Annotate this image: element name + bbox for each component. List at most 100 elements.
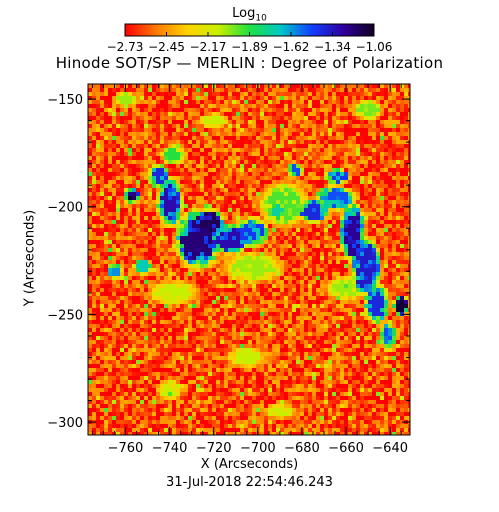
heatmap-cell xyxy=(376,236,380,240)
heatmap-cell xyxy=(388,260,392,264)
heatmap-cell xyxy=(280,276,284,280)
heatmap-cell xyxy=(228,260,232,264)
heatmap-cell xyxy=(344,204,348,208)
heatmap-cell xyxy=(116,228,120,232)
heatmap-cell xyxy=(120,140,124,144)
heatmap-cell xyxy=(300,140,304,144)
heatmap-cell xyxy=(364,228,368,232)
heatmap-cell xyxy=(160,296,164,300)
heatmap-cell xyxy=(228,248,232,252)
heatmap-cell xyxy=(152,92,156,96)
heatmap-cell xyxy=(312,272,316,276)
heatmap-cell xyxy=(300,288,304,292)
heatmap-cell xyxy=(348,192,352,196)
heatmap-cell xyxy=(308,260,312,264)
heatmap-cell xyxy=(280,292,284,296)
heatmap-cell xyxy=(376,188,380,192)
heatmap-cell xyxy=(376,92,380,96)
heatmap-cell xyxy=(316,312,320,316)
heatmap-cell xyxy=(360,188,364,192)
heatmap-cell xyxy=(184,212,188,216)
heatmap-cell xyxy=(180,172,184,176)
heatmap-cell xyxy=(408,92,410,96)
heatmap-cell xyxy=(352,256,356,260)
heatmap-cell xyxy=(100,248,104,252)
heatmap-cell xyxy=(256,224,260,228)
heatmap-cell xyxy=(184,176,188,180)
heatmap-cell xyxy=(280,164,284,168)
heatmap-cell xyxy=(352,156,356,160)
heatmap-cell xyxy=(216,100,220,104)
heatmap-cell xyxy=(324,284,328,288)
heatmap-cell xyxy=(172,140,176,144)
heatmap-cell xyxy=(324,324,328,328)
heatmap-cell xyxy=(188,196,192,200)
heatmap-cell xyxy=(248,100,252,104)
heatmap-cell xyxy=(224,96,228,100)
heatmap-cell xyxy=(272,252,276,256)
heatmap-cell xyxy=(144,184,148,188)
heatmap-cell xyxy=(348,108,352,112)
heatmap-cell xyxy=(188,312,192,316)
heatmap-cell xyxy=(160,248,164,252)
heatmap-cell xyxy=(192,276,196,280)
heatmap-cell xyxy=(168,276,172,280)
heatmap-cell xyxy=(228,292,232,296)
heatmap-cell xyxy=(128,268,132,272)
heatmap-cell xyxy=(292,112,296,116)
heatmap-cell xyxy=(324,176,328,180)
heatmap-cell xyxy=(140,296,144,300)
heatmap-cell xyxy=(276,84,280,88)
heatmap-cell xyxy=(204,260,208,264)
heatmap-cell xyxy=(392,84,396,88)
heatmap-cell xyxy=(368,156,372,160)
heatmap-cell xyxy=(216,328,220,332)
heatmap-cell xyxy=(304,140,308,144)
heatmap-cell xyxy=(228,92,232,96)
heatmap-cell xyxy=(216,240,220,244)
colorbar-title: Log10 xyxy=(232,6,267,24)
heatmap-cell xyxy=(396,144,400,148)
heatmap-cell xyxy=(272,140,276,144)
heatmap-cell xyxy=(180,124,184,128)
heatmap-cell xyxy=(112,260,116,264)
heatmap-cell xyxy=(324,100,328,104)
heatmap-cell xyxy=(100,180,104,184)
heatmap-cell xyxy=(200,320,204,324)
heatmap-cell xyxy=(340,196,344,200)
heatmap-cell xyxy=(164,188,168,192)
heatmap-cell xyxy=(196,188,200,192)
heatmap-cell xyxy=(104,276,108,280)
heatmap-cell xyxy=(188,208,192,212)
heatmap-cell xyxy=(184,124,188,128)
heatmap-cell xyxy=(156,288,160,292)
heatmap-cell xyxy=(128,308,132,312)
heatmap-cell xyxy=(136,288,140,292)
heatmap-cell xyxy=(96,112,100,116)
heatmap-cell xyxy=(232,164,236,168)
heatmap-cell xyxy=(220,288,224,292)
heatmap-cell xyxy=(128,188,132,192)
heatmap-cell xyxy=(300,312,304,316)
heatmap-cell xyxy=(372,180,376,184)
heatmap-cell xyxy=(232,112,236,116)
heatmap-cell xyxy=(184,164,188,168)
heatmap-cell xyxy=(88,260,92,264)
heatmap-cell xyxy=(256,136,260,140)
heatmap-cell xyxy=(328,280,332,284)
heatmap-cell xyxy=(356,128,360,132)
heatmap-cell xyxy=(216,208,220,212)
heatmap-cell xyxy=(248,188,252,192)
heatmap-cell xyxy=(280,272,284,276)
heatmap-cell xyxy=(372,148,376,152)
heatmap-cell xyxy=(232,228,236,232)
heatmap-cell xyxy=(360,120,364,124)
heatmap-cell xyxy=(208,100,212,104)
heatmap-cell xyxy=(332,228,336,232)
heatmap-cell xyxy=(208,152,212,156)
heatmap-cell xyxy=(108,276,112,280)
heatmap-cell xyxy=(256,300,260,304)
heatmap-cell xyxy=(156,280,160,284)
heatmap-cell xyxy=(184,300,188,304)
heatmap-cell xyxy=(372,164,376,168)
